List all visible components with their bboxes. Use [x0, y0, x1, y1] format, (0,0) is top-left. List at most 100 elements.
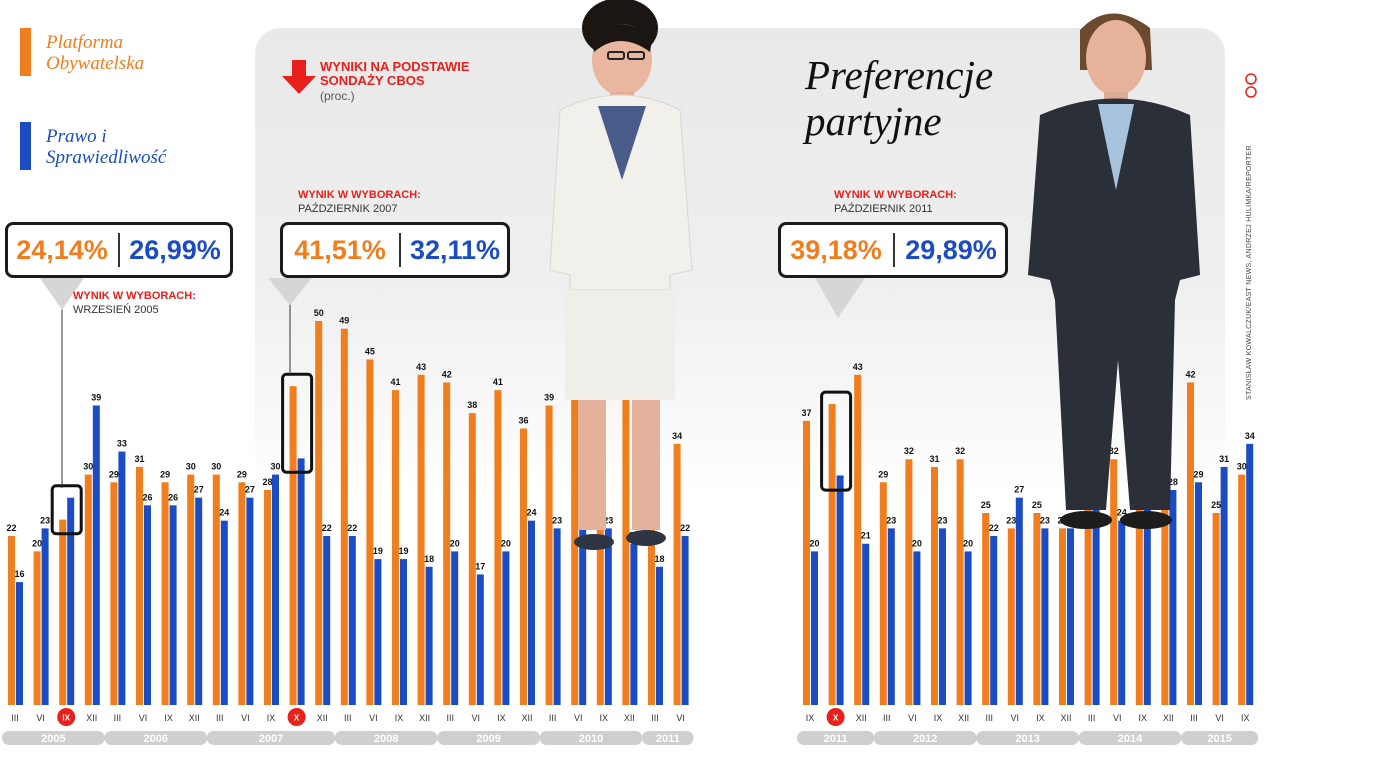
legend-label-pis: Prawo i Sprawiedliwość — [46, 126, 167, 168]
data-label-po-8: 30 — [211, 462, 221, 472]
bar-po-38 — [1084, 505, 1092, 705]
bar-po-3 — [84, 474, 92, 705]
month-label-29: XII — [856, 713, 867, 723]
bar-pis-13 — [348, 536, 356, 705]
bar-pis-8 — [220, 520, 228, 705]
bar-pis-25 — [656, 566, 663, 705]
data-label-pis-30: 23 — [886, 515, 896, 525]
data-label-pis-42: 29 — [1193, 469, 1203, 479]
woman-white-suit-photo — [549, 0, 693, 550]
month-label-19: IX — [497, 713, 506, 723]
data-label-pis-36: 23 — [1040, 515, 1050, 525]
bar-po-9 — [238, 482, 246, 705]
election-label-2005: WYNIK W WYBORACH: WRZESIEŃ 2005 — [73, 290, 313, 317]
election-result-2005: 24,14% 26,99% — [5, 222, 233, 278]
po-result-2011: 39,18% — [790, 235, 882, 265]
data-label-pis-43: 31 — [1219, 454, 1229, 464]
bar-pis-22 — [579, 489, 587, 705]
data-label-po-4: 29 — [109, 469, 119, 479]
month-label-4: III — [114, 713, 122, 723]
month-label-28: X — [833, 714, 839, 723]
bar-po-6 — [161, 482, 169, 705]
data-label-pis-4: 33 — [117, 439, 127, 449]
bar-po-24 — [622, 390, 630, 705]
bar-pis-18 — [476, 574, 484, 705]
bar-po-35 — [1007, 528, 1015, 705]
data-label-pis-27: 20 — [809, 538, 819, 548]
election-highlight-2007 — [281, 372, 314, 474]
data-label-po-14: 45 — [365, 346, 375, 356]
pis-result-2007: 32,11% — [409, 235, 501, 265]
callout-pointer-2007 — [268, 278, 312, 305]
data-label-po-26: 34 — [672, 431, 682, 441]
bar-po-29 — [854, 374, 862, 705]
bar-po-18 — [468, 413, 476, 705]
bar-pis-41 — [1169, 489, 1177, 705]
data-label-po-31: 32 — [904, 446, 914, 456]
year-label-9: 2013 — [1015, 733, 1039, 745]
bar-po-15 — [392, 390, 399, 705]
legend-swatch-po — [20, 28, 31, 76]
bar-po-39 — [1110, 459, 1118, 705]
data-label-po-13: 49 — [339, 316, 349, 326]
year-label-10: 2014 — [1118, 733, 1143, 745]
data-label-po-32: 31 — [929, 454, 939, 464]
data-label-pis-7: 27 — [194, 485, 204, 495]
data-label-pis-31: 20 — [912, 538, 922, 548]
bar-pis-11 — [297, 458, 305, 705]
bar-pis-9 — [246, 497, 254, 705]
woman-dark-suit-photo — [1028, 13, 1200, 529]
source-unit: (proc.) — [320, 89, 355, 103]
po-result-2005: 24,14% — [16, 235, 108, 265]
year-pill-5 — [539, 731, 643, 745]
chart-title: Preferencje partyjne — [805, 52, 994, 144]
data-label-pis-6: 26 — [168, 492, 178, 502]
month-label-6: IX — [164, 713, 173, 723]
election-label-title: WYNIK W WYBORACH: — [834, 189, 957, 201]
data-label-po-34: 25 — [981, 500, 991, 510]
bar-po-33 — [956, 459, 964, 705]
bar-po-34 — [982, 513, 990, 705]
election-marker-icon — [826, 708, 845, 726]
data-label-pis-5: 26 — [142, 492, 152, 502]
month-label-13: III — [344, 713, 352, 723]
month-label-11: X — [294, 714, 300, 723]
month-label-31: VI — [908, 713, 917, 723]
year-label-8: 2012 — [913, 733, 937, 745]
year-pill-8 — [873, 731, 977, 745]
copyright-badge-icon — [1245, 73, 1257, 98]
bar-pis-30 — [887, 528, 895, 705]
bar-pis-0 — [16, 582, 23, 705]
bar-po-20 — [520, 428, 527, 705]
bar-pis-43 — [1220, 466, 1228, 705]
data-label-pis-23: 23 — [603, 515, 613, 525]
bar-po-17 — [443, 382, 451, 705]
bar-pis-23 — [604, 528, 612, 705]
month-label-22: VI — [574, 713, 583, 723]
po-result-2007: 41,51% — [294, 235, 386, 265]
month-label-34: III — [985, 713, 993, 723]
year-pill-1 — [104, 731, 208, 745]
source-line-1: WYNIKI NA PODSTAWIE — [320, 59, 470, 74]
bar-po-2 — [59, 519, 67, 705]
photo-credit: STANISŁAW KOWALCZUK/EAST NEWS, ANDRZEJ H… — [1246, 145, 1253, 400]
data-label-po-21: 39 — [544, 392, 554, 402]
month-label-16: XII — [419, 713, 430, 723]
data-label-pis-20: 24 — [526, 508, 536, 518]
month-label-18: VI — [472, 713, 481, 723]
data-label-po-20: 36 — [518, 416, 528, 426]
data-label-po-18: 38 — [467, 400, 477, 410]
data-label-po-39: 32 — [1109, 446, 1119, 456]
data-label-po-33: 32 — [955, 446, 965, 456]
bar-po-13 — [340, 328, 348, 705]
data-label-po-43: 25 — [1211, 500, 1221, 510]
data-label-po-12: 50 — [314, 308, 324, 318]
legend-label-po: Platforma Obywatelska — [46, 32, 145, 74]
data-label-po-5: 31 — [134, 454, 144, 464]
bar-pis-36 — [1041, 528, 1049, 705]
election-label-date: WRZESIEŃ 2005 — [73, 304, 159, 316]
bar-po-4 — [110, 482, 118, 705]
bar-po-10 — [264, 489, 271, 705]
year-label-2: 2007 — [259, 733, 283, 745]
pis-result-2011: 29,89% — [905, 235, 997, 265]
